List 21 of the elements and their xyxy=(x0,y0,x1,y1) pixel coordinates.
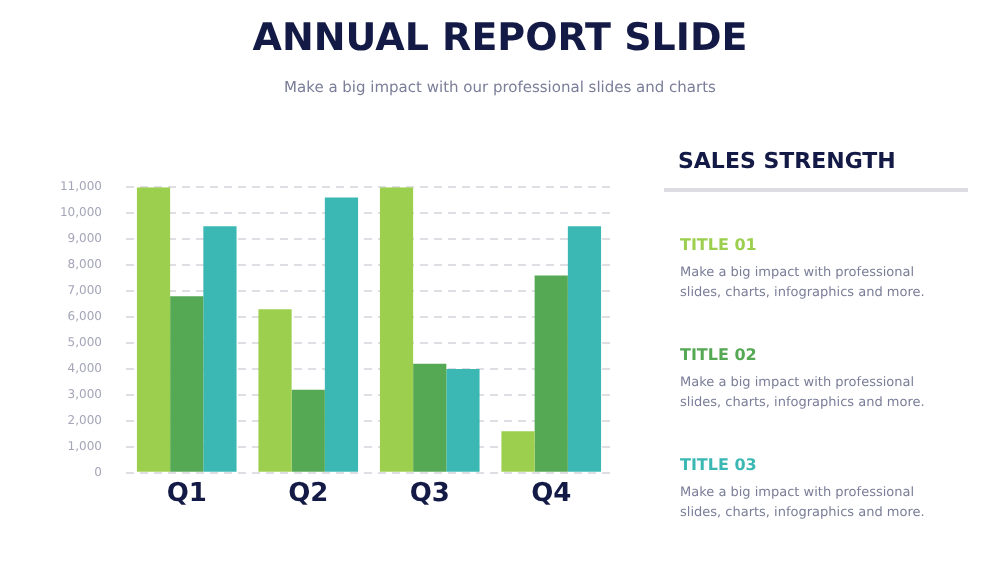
bar xyxy=(501,431,535,472)
bar xyxy=(324,197,359,472)
x-tick-label: Q3 xyxy=(409,479,450,510)
bar xyxy=(136,187,171,472)
bar xyxy=(446,368,480,472)
bar xyxy=(291,389,325,472)
bar xyxy=(379,187,414,472)
bar xyxy=(413,363,447,472)
text: TITLE 02 xyxy=(680,346,759,364)
chart-title: ANNUAL REPORT SLIDE xyxy=(250,16,750,60)
bar xyxy=(170,296,204,472)
bar xyxy=(203,226,237,472)
text: TITLE 01 xyxy=(680,236,759,254)
x-tick-label: Q2 xyxy=(288,479,329,510)
x-tick-label: Q1 xyxy=(166,479,207,510)
bar xyxy=(567,226,602,472)
text: TITLE 03 xyxy=(680,456,759,474)
x-tick-label: Q4 xyxy=(531,479,572,510)
bar xyxy=(534,275,568,472)
legend-title: SALES STRENGTH xyxy=(664,148,968,192)
bar xyxy=(258,309,292,472)
